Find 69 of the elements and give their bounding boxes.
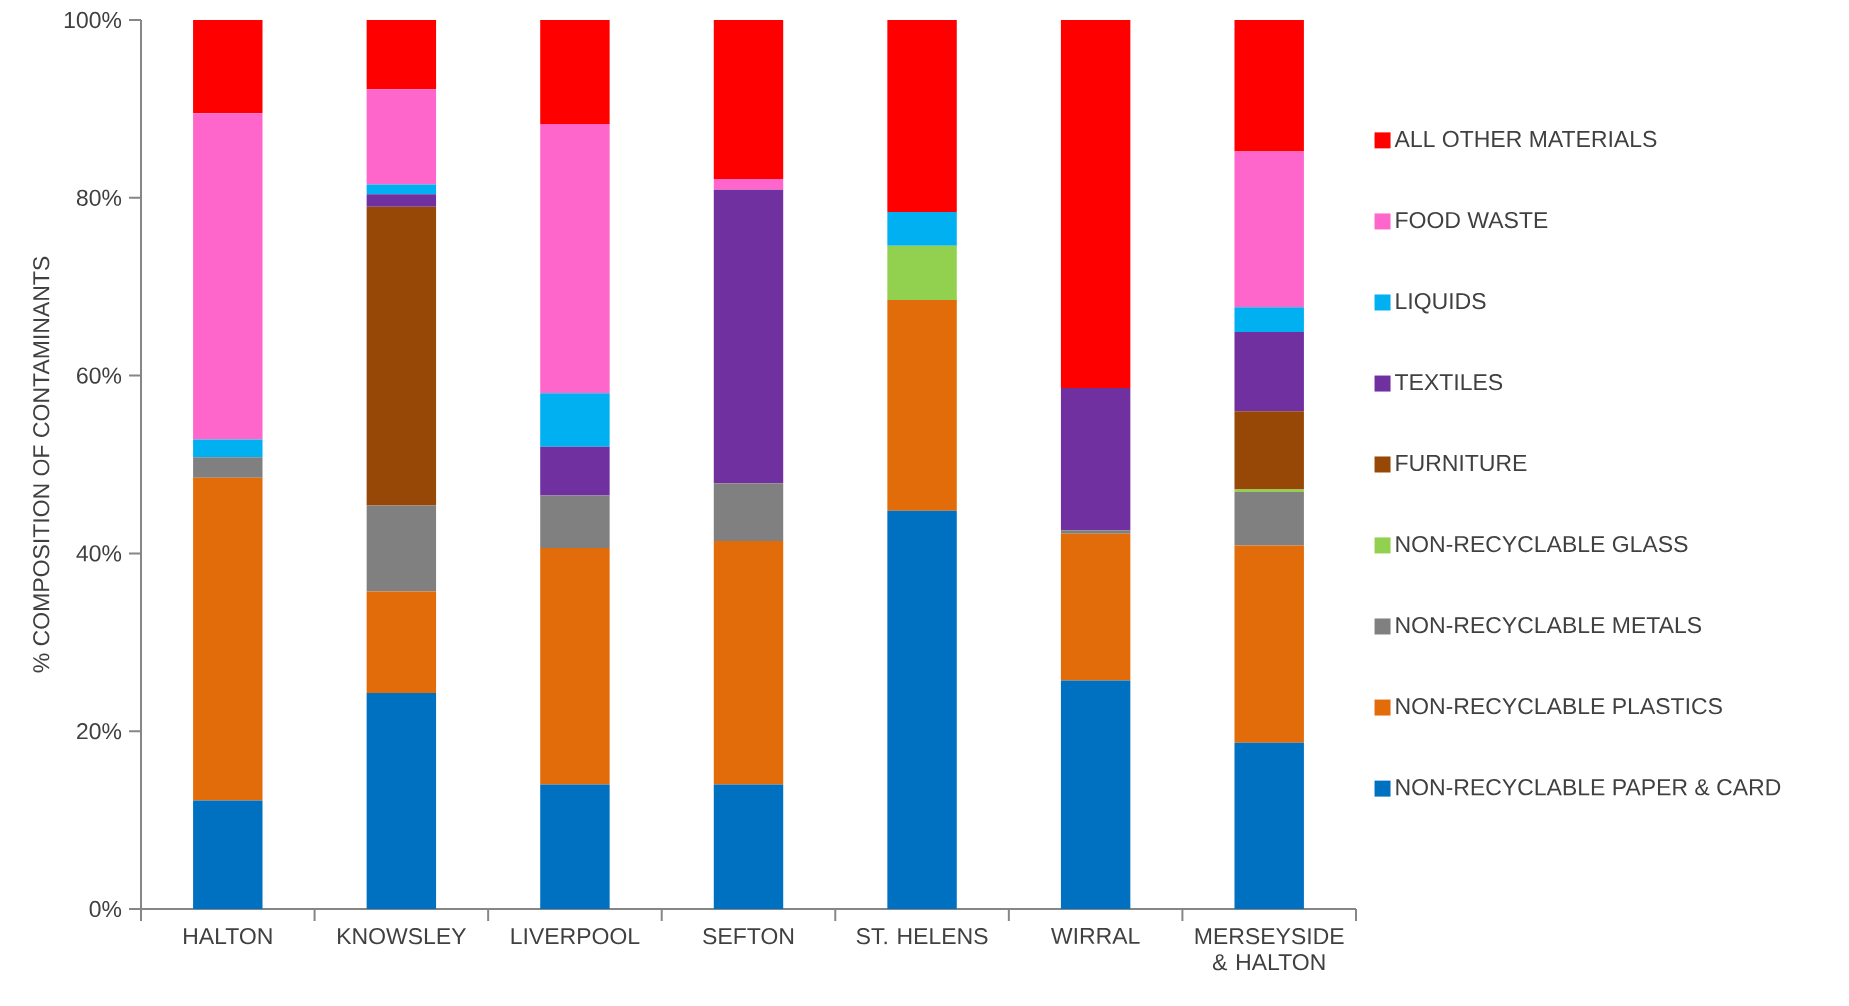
legend-label: NON-RECYCLABLE PLASTICS — [1396, 698, 1722, 715]
bar — [1060, 19, 1131, 389]
x-tick-label: KNOWSLEY — [338, 928, 467, 945]
bar — [193, 457, 263, 478]
bar — [1234, 151, 1304, 308]
bar — [1060, 388, 1131, 531]
bar — [366, 194, 437, 207]
bar — [193, 800, 263, 909]
bar — [1060, 530, 1131, 534]
bar — [1234, 489, 1304, 493]
bar — [366, 505, 437, 592]
bar — [1060, 533, 1131, 681]
bar — [713, 483, 784, 541]
y-axis-title: % COMPOSITION OF CONTAMINANTS — [33, 256, 50, 673]
legend-label: FOOD WASTE — [1396, 211, 1548, 229]
bar — [713, 189, 784, 484]
legend-label: TEXTILES — [1395, 374, 1503, 391]
bar — [1234, 545, 1304, 743]
bar — [540, 19, 610, 124]
y-tick-label: 80% — [76, 189, 122, 206]
bar — [1234, 492, 1304, 546]
y-tick-label: 20% — [77, 723, 122, 740]
x-tick-label: ST. HELENS — [856, 928, 988, 945]
bar — [193, 439, 263, 458]
bar — [887, 212, 957, 246]
legend-label: LIQUIDS — [1396, 292, 1486, 314]
bar — [1234, 307, 1304, 333]
y-tick-label: 0% — [89, 900, 122, 918]
bar — [540, 548, 610, 785]
bar — [366, 184, 437, 195]
legend-label: ALL OTHER MATERIALS — [1394, 130, 1657, 148]
bar — [1234, 19, 1304, 152]
x-tick-label: SEFTON — [703, 928, 794, 945]
x-tick-label: WIRRAL — [1051, 928, 1140, 944]
bar — [540, 393, 610, 447]
bar — [887, 19, 957, 213]
bar — [193, 477, 263, 801]
y-tick-label: 60% — [77, 367, 122, 384]
bar — [713, 540, 784, 785]
legend-label: NON-RECYCLABLE PAPER & CARD — [1396, 779, 1781, 796]
bar — [887, 300, 957, 511]
bar — [366, 692, 437, 909]
bar — [713, 784, 784, 909]
bar — [540, 446, 610, 496]
bar — [540, 784, 610, 909]
x-tick-label: MERSEYSIDE & HALTON — [1195, 928, 1344, 971]
bar — [366, 89, 437, 185]
bar — [193, 19, 263, 114]
bar — [1234, 332, 1304, 412]
bar — [366, 206, 437, 506]
bar — [366, 19, 437, 90]
bar — [540, 495, 610, 549]
bar — [887, 510, 957, 909]
bar — [1234, 411, 1304, 490]
legend-label: NON-RECYCLABLE GLASS — [1396, 535, 1688, 553]
bar — [540, 124, 610, 394]
bar — [193, 113, 263, 440]
legend-label: NON-RECYCLABLE METALS — [1396, 616, 1702, 634]
bar — [1234, 742, 1304, 909]
x-tick-label: HALTON — [184, 928, 272, 945]
y-tick-label: 40% — [76, 545, 122, 562]
bar — [713, 179, 784, 190]
y-tick-label: 100% — [64, 11, 122, 29]
x-tick-label: LIVERPOOL — [511, 928, 640, 945]
legend-label: FURNITURE — [1396, 455, 1527, 472]
bar — [1060, 680, 1131, 909]
bar — [887, 245, 957, 301]
bar — [713, 19, 784, 180]
bar — [366, 591, 437, 693]
